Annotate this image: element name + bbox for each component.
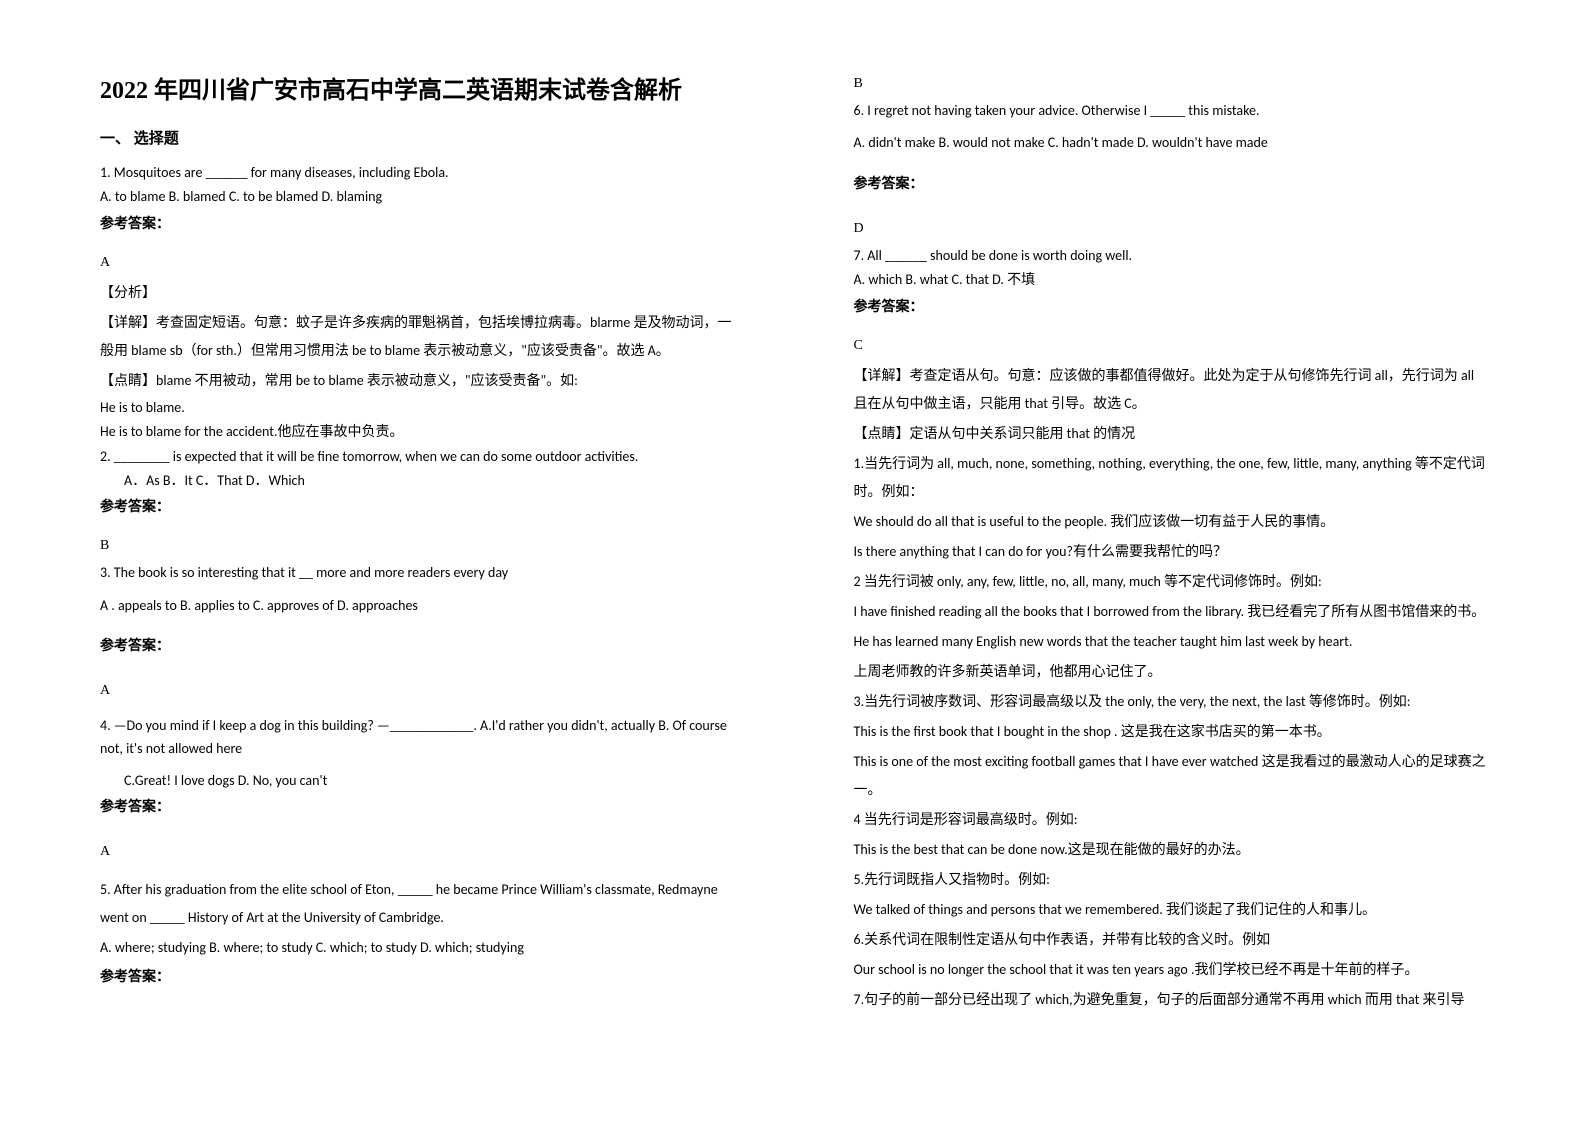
q7-analysis-11: This is the first book that I bought in … (854, 718, 1488, 746)
q3-options: A . appeals to B. applies to C. approves… (100, 595, 734, 617)
question-7: 7. All ______ should be done is worth do… (854, 245, 1488, 1014)
question-1: 1. Mosquitoes are ______ for many diseas… (100, 162, 734, 444)
q7-analysis-5: Is there anything that I can do for you?… (854, 538, 1488, 566)
q1-analysis-5: He is to blame for the accident.他应在事故中负责… (100, 421, 734, 443)
q2-options: A．As B．It C．That D．Which (100, 470, 734, 492)
q2-stem: 2. ________ is expected that it will be … (100, 446, 734, 468)
q7-analysis-7: I have finished reading all the books th… (854, 598, 1488, 626)
q6-stem: 6. I regret not having taken your advice… (854, 100, 1488, 122)
q1-stem: 1. Mosquitoes are ______ for many diseas… (100, 162, 734, 184)
q1-options: A. to blame B. blamed C. to be blamed D.… (100, 186, 734, 208)
question-2: 2. ________ is expected that it will be … (100, 446, 734, 561)
q7-analysis-9: 上周老师教的许多新英语单词，他都用心记住了。 (854, 658, 1488, 686)
question-6: 6. I regret not having taken your advice… (854, 100, 1488, 243)
q1-analysis-1: 【分析】 (100, 279, 734, 307)
q5-answer: B (854, 70, 1488, 98)
answer-label: 参考答案： (100, 964, 734, 992)
q5-stem: 5. After his graduation from the elite s… (100, 876, 734, 932)
q7-analysis-16: We talked of things and persons that we … (854, 896, 1488, 924)
q2-answer: B (100, 532, 734, 560)
exam-title: 2022 年四川省广安市高石中学高二英语期末试卷含解析 (100, 70, 734, 105)
q7-options: A. which B. what C. that D. 不填 (854, 269, 1488, 291)
q1-analysis-3: 【点睛】blame 不用被动，常用 be to blame 表示被动意义，"应该… (100, 367, 734, 395)
section-heading: 一、 选择题 (100, 127, 734, 148)
q7-analysis-15: 5.先行词既指人又指物时。例如: (854, 866, 1488, 894)
question-5: 5. After his graduation from the elite s… (100, 876, 734, 992)
q4-answer: A (100, 838, 734, 866)
q6-answer: D (854, 215, 1488, 243)
question-4: 4. —Do you mind if I keep a dog in this … (100, 715, 734, 866)
q7-analysis-3: 1.当先行词为 all, much, none, something, noth… (854, 450, 1488, 506)
q7-analysis-12: This is one of the most exciting footbal… (854, 748, 1488, 804)
answer-label: 参考答案： (854, 171, 1488, 199)
q7-analysis-8: He has learned many English new words th… (854, 628, 1488, 656)
answer-label: 参考答案： (100, 211, 734, 239)
q1-answer: A (100, 249, 734, 277)
q1-analysis-2: 【详解】考查固定短语。句意：蚊子是许多疾病的罪魁祸首，包括埃博拉病毒。blarm… (100, 309, 734, 365)
q7-analysis-14: This is the best that can be done now.这是… (854, 836, 1488, 864)
q4-options: C.Great! I love dogs D. No, you can't (100, 770, 734, 792)
q1-analysis-4: He is to blame. (100, 397, 734, 419)
q7-analysis-2: 【点睛】定语从句中关系词只能用 that 的情况 (854, 420, 1488, 448)
answer-label: 参考答案： (100, 494, 734, 522)
q7-analysis-1: 【详解】考查定语从句。句意：应该做的事都值得做好。此处为定于从句修饰先行词 al… (854, 362, 1488, 418)
q7-analysis-13: 4 当先行词是形容词最高级时。例如: (854, 806, 1488, 834)
q7-analysis-18: Our school is no longer the school that … (854, 956, 1488, 984)
answer-label: 参考答案： (100, 794, 734, 822)
q7-analysis-6: 2 当先行词被 only, any, few, little, no, all,… (854, 568, 1488, 596)
q3-stem: 3. The book is so interesting that it __… (100, 562, 734, 584)
answer-label: 参考答案： (854, 294, 1488, 322)
q7-analysis-4: We should do all that is useful to the p… (854, 508, 1488, 536)
q7-analysis-19: 7.句子的前一部分已经出现了 which,为避免重复，句子的后面部分通常不再用 … (854, 986, 1488, 1014)
exam-page: 2022 年四川省广安市高石中学高二英语期末试卷含解析 一、 选择题 1. Mo… (0, 0, 1587, 1122)
q6-options: A. didn't make B. would not make C. hadn… (854, 132, 1488, 154)
q7-analysis-10: 3.当先行词被序数词、形容词最高级以及 the only, the very, … (854, 688, 1488, 716)
q4-stem: 4. —Do you mind if I keep a dog in this … (100, 715, 734, 760)
q7-answer: C (854, 332, 1488, 360)
left-column: 2022 年四川省广安市高石中学高二英语期末试卷含解析 一、 选择题 1. Mo… (0, 0, 794, 1122)
right-column: B 6. I regret not having taken your advi… (794, 0, 1587, 1122)
q3-answer: A (100, 677, 734, 705)
question-3: 3. The book is so interesting that it __… (100, 562, 734, 705)
q5-options: A. where; studying B. where; to study C.… (100, 934, 734, 962)
answer-label: 参考答案： (100, 633, 734, 661)
q7-stem: 7. All ______ should be done is worth do… (854, 245, 1488, 267)
q7-analysis-17: 6.关系代词在限制性定语从句中作表语，并带有比较的含义时。例如 (854, 926, 1488, 954)
